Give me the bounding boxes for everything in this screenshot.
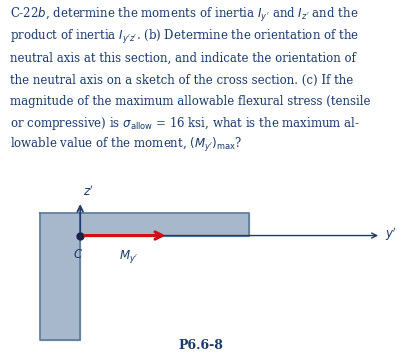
Text: $M_{y'}$: $M_{y'}$ (119, 247, 138, 265)
Polygon shape (40, 213, 249, 340)
Text: $z'$: $z'$ (83, 184, 94, 198)
Text: neutral axis at this section, and indicate the orientation of: neutral axis at this section, and indica… (10, 52, 356, 65)
Text: lowable value of the moment, $(M_{y'})_{\mathrm{max}}$?: lowable value of the moment, $(M_{y'})_{… (10, 136, 243, 154)
Text: the neutral axis on a sketch of the cross section. (c) If the: the neutral axis on a sketch of the cros… (10, 74, 353, 87)
Text: or compressive) is $\sigma_{\mathrm{allow}}$ = 16 ksi, what is the maximum al-: or compressive) is $\sigma_{\mathrm{allo… (10, 115, 360, 132)
Text: C-22$b$, determine the moments of inertia $I_{y'}$ and $I_{z'}$ and the: C-22$b$, determine the moments of inerti… (10, 6, 358, 24)
Text: product of inertia $I_{y'z'}$. (b) Determine the orientation of the: product of inertia $I_{y'z'}$. (b) Deter… (10, 28, 359, 46)
Text: $C$: $C$ (73, 247, 83, 261)
Text: $y'$: $y'$ (385, 225, 397, 243)
Text: P6.6-8: P6.6-8 (178, 339, 223, 352)
Text: magnitude of the maximum allowable flexural stress (tensile: magnitude of the maximum allowable flexu… (10, 95, 371, 109)
